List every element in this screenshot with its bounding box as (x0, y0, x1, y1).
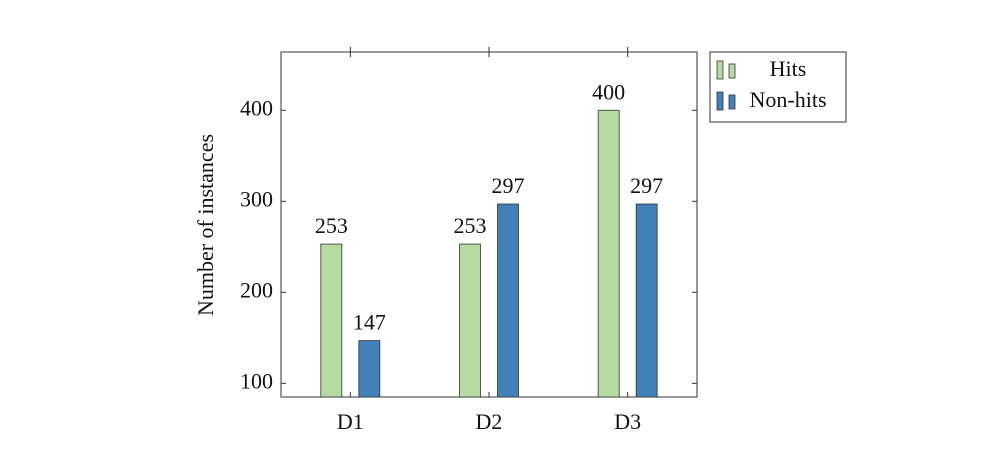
y-tick-label: 100 (240, 368, 273, 393)
value-label: 400 (592, 79, 625, 104)
x-tick-label: D3 (614, 409, 641, 434)
bar (497, 203, 519, 398)
legend-label: Hits (770, 56, 807, 81)
y-tick-label: 400 (240, 95, 273, 120)
bar (597, 109, 620, 398)
legend-label: Non-hits (750, 87, 827, 112)
legend-swatch (716, 91, 724, 111)
value-label: 253 (454, 213, 487, 238)
x-tick-label: D1 (337, 409, 364, 434)
y-tick-label: 300 (240, 186, 273, 211)
bar (459, 243, 481, 398)
value-label: 147 (353, 310, 386, 335)
bar (635, 203, 658, 398)
legend-swatch (728, 94, 736, 110)
legend-swatch (716, 60, 724, 80)
value-label: 253 (315, 213, 348, 238)
y-axis-label: Number of instances (193, 134, 218, 316)
legend-swatch (728, 63, 736, 79)
bar (358, 340, 381, 398)
value-label: 297 (630, 173, 663, 198)
y-tick-label: 200 (240, 277, 273, 302)
x-tick-label: D2 (476, 409, 503, 434)
value-label: 297 (492, 173, 525, 198)
bar (320, 243, 343, 398)
